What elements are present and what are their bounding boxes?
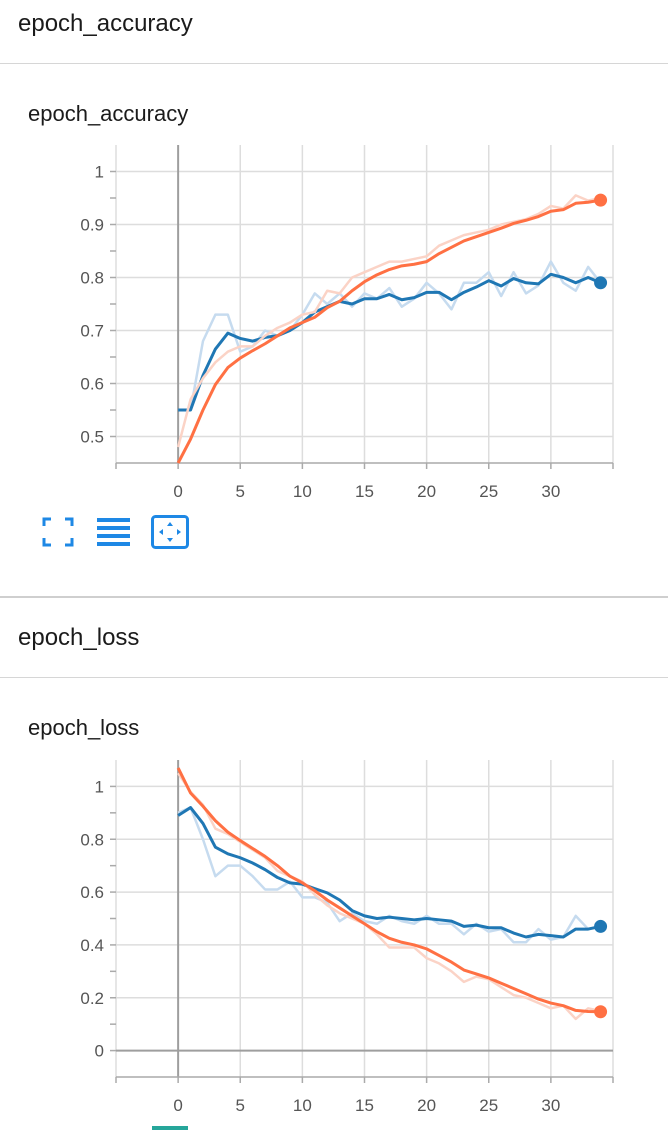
grid [115,760,614,1077]
series-end-point[interactable] [594,919,608,933]
x-tick-label: 30 [541,1096,560,1115]
section-header-accuracy[interactable]: epoch_accuracy [0,0,668,64]
section-divider [0,596,668,598]
series-1 [176,767,608,1021]
series-0 [178,260,608,412]
x-tick-label: 5 [236,1096,245,1115]
card-title-loss: epoch_loss [28,715,140,740]
x-tick-label: 20 [417,482,436,501]
y-tick-label: 0.9 [80,216,104,235]
x-tick-label: 15 [355,1096,374,1115]
x-tick-label: 30 [541,482,560,501]
y-tick-label: 0.8 [80,269,104,288]
smoothed-series-line [176,767,601,1014]
x-tick-label: 10 [293,1096,312,1115]
x-tick-label: 25 [479,1096,498,1115]
series-end-point[interactable] [594,193,608,207]
y-tick-label: 0.7 [80,322,104,341]
legend-stub [152,1126,188,1130]
y-tick-label: 0.6 [80,883,104,902]
fullscreen-button[interactable] [40,514,76,550]
y-tick-label: 0.6 [80,375,104,394]
x-tick-label: 0 [173,1096,182,1115]
smoothed-series-line [176,198,601,464]
chart-toolbar [40,514,200,550]
smoothed-series-line [178,272,602,412]
fit-domain-icon [151,515,189,549]
fit-domain-button[interactable] [151,514,189,550]
smoothed-series-line [177,806,601,939]
y-tick-label: 1 [95,163,104,182]
x-tick-label: 20 [417,1096,436,1115]
raw-series-line [176,194,601,448]
y-tick-label: 0.8 [80,830,104,849]
raw-series-line [177,772,601,1021]
card-title-accuracy: epoch_accuracy [28,101,189,126]
y-tick-label: 1 [95,777,104,796]
x-tick-label: 15 [355,482,374,501]
x-tick-label: 10 [293,482,312,501]
section-title: epoch_accuracy [18,10,193,37]
y-tick-label: 0 [95,1042,104,1061]
raw-series-line [177,806,601,944]
fullscreen-icon [42,517,74,547]
x-tick-label: 5 [236,482,245,501]
accuracy-chart[interactable]: 0.50.60.70.80.910 5 10 15 20 25 30 [0,0,668,510]
y-tick-label: 0.4 [80,936,104,955]
lines-icon [97,518,130,546]
raw-series-line [178,260,602,412]
grid [115,145,614,463]
toggle-y-log-button[interactable] [96,514,132,550]
series-end-point[interactable] [594,276,608,290]
x-tick-label: 25 [479,482,498,501]
section-title: epoch_loss [18,624,140,651]
y-tick-label: 0.5 [80,428,104,447]
y-tick-label: 0.2 [80,989,104,1008]
series-1 [176,193,608,464]
series-end-point[interactable] [594,1005,608,1019]
series-0 [177,806,608,944]
x-tick-label: 0 [173,482,182,501]
section-header-loss[interactable]: epoch_loss [0,614,668,678]
